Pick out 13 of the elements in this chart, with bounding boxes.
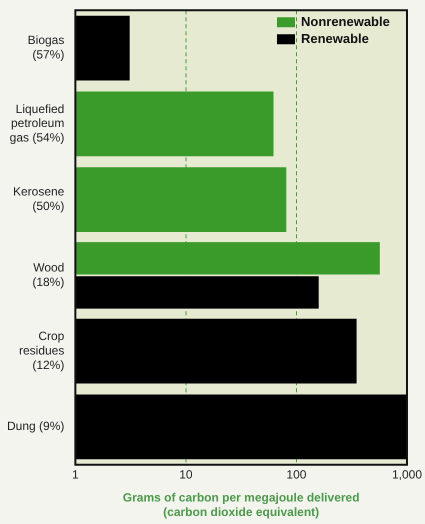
y-tick-label: Liquefied petroleum gas (54%) (10, 102, 64, 145)
legend-label: Nonrenewable (300, 14, 390, 29)
y-tick-label: Biogas (57%) (28, 33, 64, 62)
y-tick-label: Dung (9%) (7, 419, 64, 434)
x-tick-label: 100 (286, 467, 307, 482)
x-tick-label: 10 (179, 467, 193, 482)
x-tick-label: 1,000 (392, 467, 422, 482)
y-tick-label: Crop residues (12%) (19, 329, 65, 372)
y-tick-label: Kerosene (50%) (12, 184, 65, 214)
y-tick-label: Wood (18%) (32, 260, 64, 289)
legend-label: Renewable (300, 30, 369, 46)
x-tick-label: 1 (72, 467, 80, 482)
x-axis-title: Grams of carbon per megajoule delivered (carbon dioxide equivalent) (122, 490, 360, 520)
